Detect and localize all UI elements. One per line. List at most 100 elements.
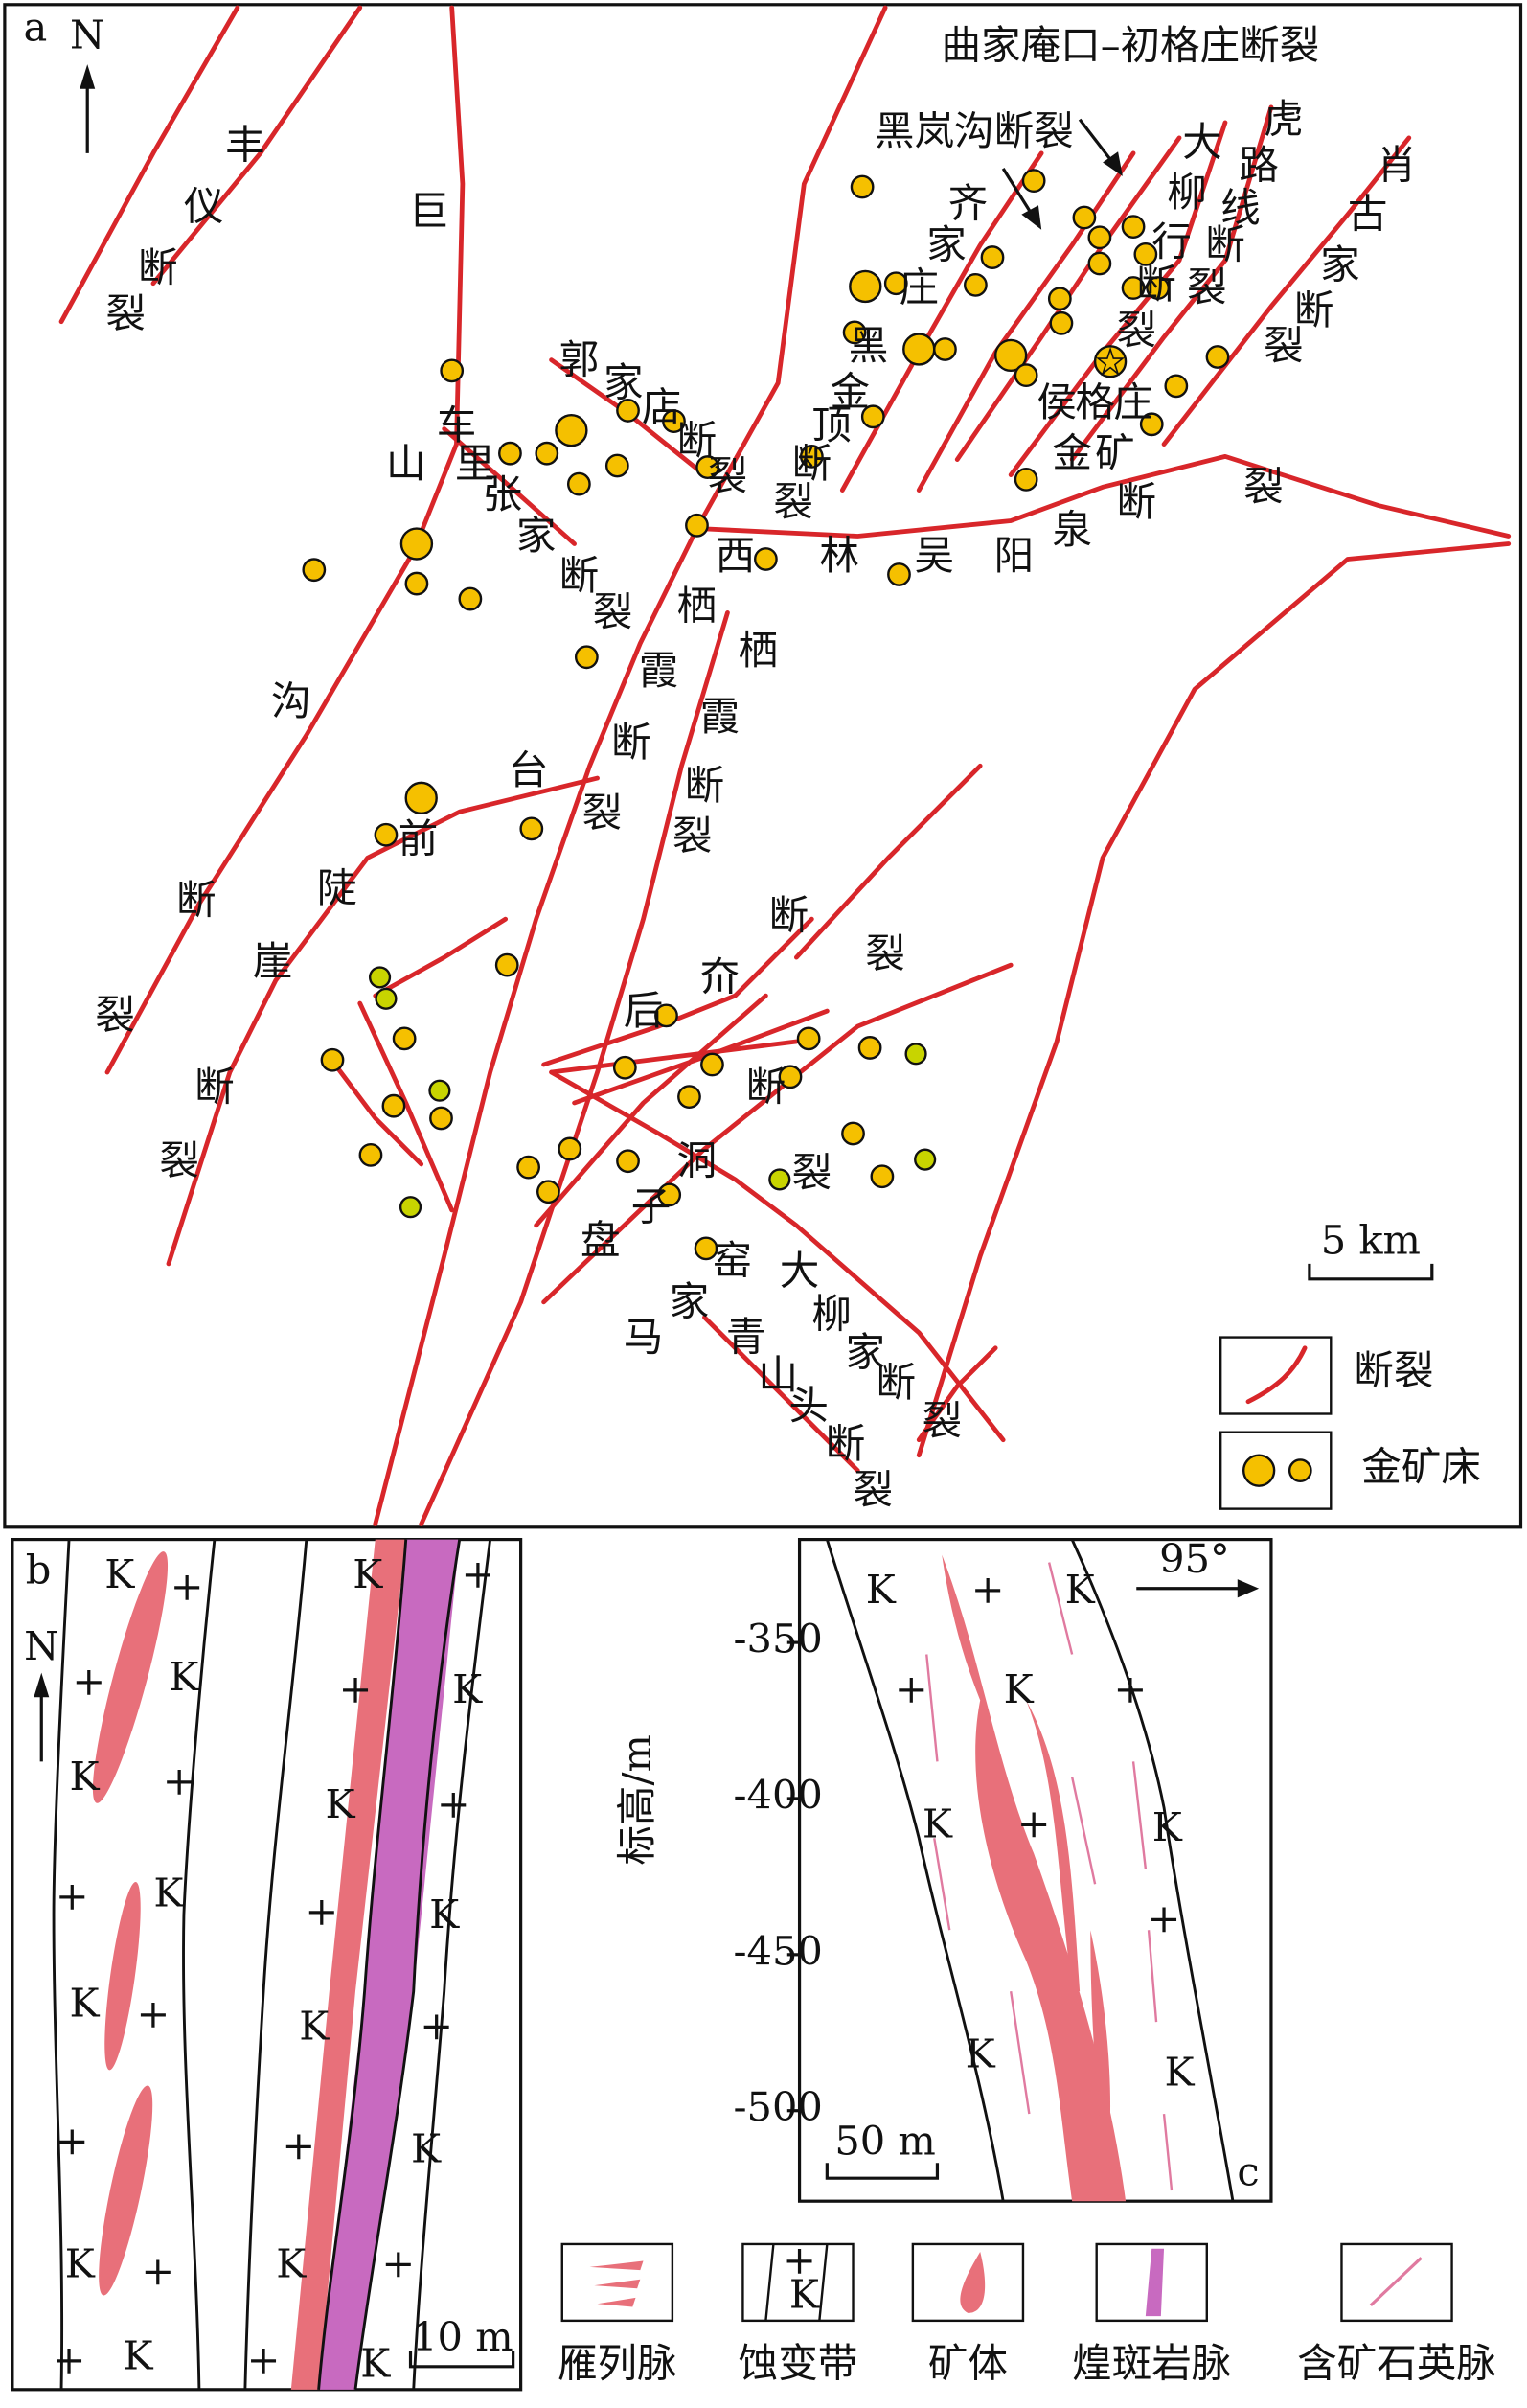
scale-bar bbox=[1308, 1263, 1434, 1281]
legend-label: 金矿床 bbox=[1361, 1443, 1481, 1490]
panel-a: a N 曲家庵口–初格庄断裂 黑岚沟断裂 断裂 金矿床 5 km bbox=[3, 3, 1523, 1529]
plus-symbol: + bbox=[381, 2239, 415, 2286]
scale-label: 50 m bbox=[834, 2118, 935, 2165]
k-symbol: K bbox=[866, 1566, 897, 1613]
legend-label: 含矿石英脉 bbox=[1297, 2339, 1496, 2386]
gold-deposit bbox=[381, 1093, 406, 1118]
gold-deposit bbox=[498, 441, 522, 466]
gold-deposit bbox=[358, 1142, 383, 1167]
gold-deposit bbox=[694, 1236, 718, 1261]
gold-deposit bbox=[399, 1196, 422, 1219]
plus-symbol: + bbox=[461, 1550, 494, 1597]
gold-deposit bbox=[914, 1148, 937, 1171]
gold-deposit bbox=[535, 441, 559, 466]
gold-deposit bbox=[980, 245, 1005, 269]
plus-symbol: + bbox=[1017, 1800, 1051, 1847]
k-symbol: K bbox=[104, 1550, 135, 1597]
gold-deposit bbox=[850, 174, 875, 199]
gold-deposit bbox=[536, 1180, 560, 1204]
gold-deposit bbox=[1164, 374, 1189, 399]
plus-symbol: + bbox=[282, 2121, 315, 2168]
gold-deposit bbox=[887, 562, 911, 586]
panel-letter: b bbox=[26, 1546, 52, 1593]
gold-deposit bbox=[555, 414, 588, 447]
gold-deposit bbox=[657, 1182, 682, 1207]
plus-symbol: + bbox=[1113, 1665, 1147, 1712]
ore-body bbox=[290, 1539, 406, 2390]
scale-label: 10 m bbox=[412, 2313, 513, 2360]
plus-symbol: + bbox=[56, 1872, 89, 1919]
gold-deposit bbox=[1014, 363, 1038, 388]
azimuth-label: 95° bbox=[1159, 1535, 1230, 1582]
legend-label: 煌斑岩脉 bbox=[1072, 2339, 1231, 2386]
axis-label: 标高/m bbox=[613, 1734, 660, 1866]
gold-deposit bbox=[662, 409, 686, 434]
legend: 雁列脉 蚀变带 矿体 煌斑岩脉 含矿石英脉 bbox=[558, 2242, 1496, 2386]
gold-deposit bbox=[404, 571, 429, 596]
k-symbol: K bbox=[452, 1665, 483, 1712]
ore-body bbox=[1026, 1700, 1081, 1992]
gold-deposit bbox=[494, 952, 519, 977]
gold-deposit bbox=[440, 358, 465, 383]
gold-deposit bbox=[883, 271, 908, 296]
gold-deposit bbox=[849, 269, 882, 304]
arrow bbox=[1078, 118, 1117, 167]
k-symbol: K bbox=[429, 1891, 460, 1938]
plus-symbol: + bbox=[783, 2236, 816, 2283]
fault-label: 曲家庵口–初格庄断裂 bbox=[942, 22, 1320, 69]
gold-deposit bbox=[616, 399, 640, 423]
k-symbol: K bbox=[966, 2030, 996, 2076]
gold-deposit bbox=[695, 455, 720, 479]
plus-symbol: + bbox=[305, 1888, 338, 1935]
gold-deposit bbox=[566, 471, 591, 496]
panel-b: b N 10 m bbox=[11, 1537, 523, 2392]
gold-deposit bbox=[404, 781, 438, 815]
gold-deposit bbox=[778, 1065, 803, 1089]
legend-label: 矿体 bbox=[928, 2339, 1008, 2386]
gold-deposit bbox=[1047, 287, 1072, 311]
gold-deposit bbox=[964, 272, 988, 297]
plus-symbol: + bbox=[56, 2118, 89, 2165]
gold-deposit bbox=[796, 1026, 821, 1051]
gold-deposit bbox=[458, 586, 483, 611]
plus-symbol: + bbox=[141, 2247, 174, 2294]
gold-deposit bbox=[860, 404, 885, 429]
k-symbol: K bbox=[69, 1980, 100, 2027]
gold-deposit bbox=[1121, 276, 1146, 300]
gold-deposit bbox=[870, 1164, 895, 1189]
plus-symbol: + bbox=[53, 2336, 86, 2383]
gold-deposit bbox=[519, 816, 544, 841]
north-label: N bbox=[24, 1622, 58, 1669]
ore-body bbox=[942, 1554, 1127, 2202]
legend-fault bbox=[1245, 1345, 1308, 1405]
gold-deposit bbox=[685, 513, 709, 538]
fault-label: 台前陡崖断裂 bbox=[159, 746, 548, 1184]
frame bbox=[3, 3, 1523, 1529]
gold-deposit bbox=[993, 338, 1028, 373]
legend-deposit bbox=[1242, 1454, 1276, 1487]
gold-deposit bbox=[841, 1121, 865, 1146]
gold-deposit bbox=[375, 987, 398, 1010]
plus-symbol: + bbox=[171, 1563, 204, 1610]
north-label: N bbox=[70, 11, 104, 57]
fault-label: 郭家店断裂 bbox=[559, 335, 748, 498]
plus-symbol: + bbox=[137, 1990, 171, 2037]
gold-deposit bbox=[616, 1149, 640, 1174]
fault-label: 肖古家断裂 bbox=[1264, 141, 1417, 369]
k-symbol: K bbox=[169, 1653, 199, 1700]
scale-label: 5 km bbox=[1321, 1217, 1421, 1264]
deposits bbox=[302, 169, 1230, 1261]
gold-deposit bbox=[754, 547, 778, 571]
k-symbol: K bbox=[353, 1550, 383, 1597]
gold-deposit bbox=[654, 1003, 678, 1028]
legend-deposit bbox=[1288, 1458, 1312, 1483]
k-symbol: K bbox=[153, 1869, 184, 1916]
faults bbox=[58, 5, 1512, 1527]
gold-deposit bbox=[320, 1047, 345, 1072]
gold-deposit bbox=[799, 444, 824, 469]
y-tick-label: -350 bbox=[734, 1616, 823, 1663]
frame bbox=[797, 1537, 1273, 2203]
fault-label: 黑岚沟断裂 bbox=[875, 107, 1074, 154]
gold-deposit bbox=[604, 453, 629, 478]
